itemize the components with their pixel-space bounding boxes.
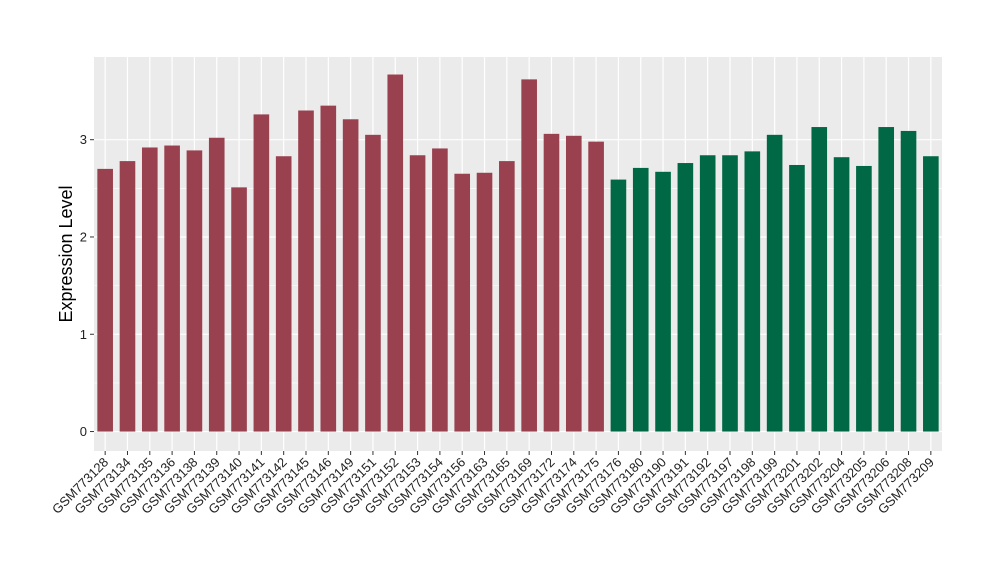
bar-GSM773174 bbox=[565, 135, 582, 432]
bar-GSM773198 bbox=[744, 151, 761, 432]
bar-GSM773135 bbox=[141, 147, 158, 432]
bar-GSM773202 bbox=[811, 127, 828, 432]
bar-GSM773191 bbox=[677, 163, 694, 432]
y-axis: 0 1 2 3 bbox=[80, 132, 94, 439]
bar-GSM773175 bbox=[588, 141, 604, 432]
bar-GSM773169 bbox=[521, 79, 537, 432]
bar-GSM773206 bbox=[878, 127, 895, 432]
y-tick-label: 2 bbox=[80, 229, 87, 244]
bar-GSM773192 bbox=[699, 155, 716, 432]
bar-GSM773199 bbox=[766, 134, 783, 432]
bar-GSM773128 bbox=[97, 168, 113, 432]
bar-GSM773163 bbox=[476, 172, 493, 432]
bar-GSM773209 bbox=[923, 156, 939, 432]
bar-GSM773142 bbox=[275, 156, 292, 432]
bar-GSM773156 bbox=[454, 173, 471, 432]
y-tick-label: 1 bbox=[80, 327, 87, 342]
bar-GSM773146 bbox=[320, 105, 337, 432]
bar-GSM773153 bbox=[409, 155, 426, 432]
bar-GSM773180 bbox=[632, 167, 649, 432]
bar-GSM773140 bbox=[231, 187, 247, 432]
bars bbox=[97, 74, 939, 432]
bar-GSM773165 bbox=[499, 161, 515, 432]
bar-GSM773139 bbox=[208, 137, 225, 432]
bar-GSM773134 bbox=[119, 161, 136, 432]
bar-GSM773201 bbox=[789, 164, 805, 432]
bar-GSM773145 bbox=[298, 110, 314, 432]
bar-GSM773141 bbox=[253, 114, 270, 432]
bar-GSM773208 bbox=[900, 130, 917, 432]
bar-GSM773176 bbox=[610, 179, 627, 432]
bar-GSM773149 bbox=[342, 119, 359, 432]
bar-GSM773172 bbox=[543, 133, 560, 432]
y-axis-title: Expression Level bbox=[56, 185, 76, 322]
bar-GSM773138 bbox=[186, 150, 203, 432]
bar-GSM773204 bbox=[833, 157, 850, 432]
bar-GSM773205 bbox=[856, 165, 872, 432]
bar-GSM773152 bbox=[387, 74, 404, 432]
bar-GSM773154 bbox=[432, 148, 448, 432]
y-tick-label: 3 bbox=[80, 132, 87, 147]
x-axis: GSM773128GSM773134GSM773135GSM773136GSM7… bbox=[49, 451, 937, 517]
y-tick-label: 0 bbox=[80, 424, 87, 439]
bar-GSM773190 bbox=[655, 171, 671, 432]
bar-GSM773136 bbox=[164, 145, 180, 432]
bar-GSM773151 bbox=[365, 134, 381, 432]
bar-GSM773197 bbox=[722, 155, 738, 432]
